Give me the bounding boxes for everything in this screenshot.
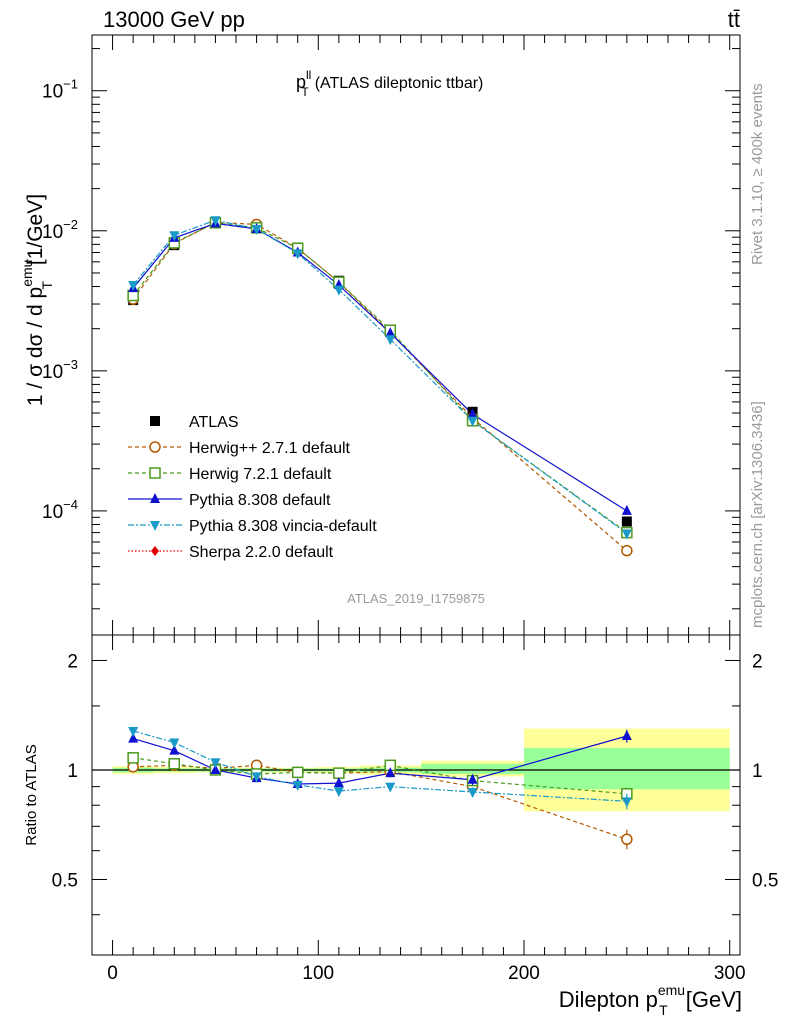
ratio-y-axis-label: Ratio to ATLAS [23, 744, 40, 845]
y-tick-label: 10−1 [42, 77, 78, 103]
ratio-point [128, 726, 139, 737]
x-axis-label: Dilepton pemu T [GeV] [559, 982, 742, 1018]
ratio-point [385, 782, 396, 793]
mc-point [169, 231, 180, 242]
legend-label: ATLAS [189, 414, 239, 431]
legend-marker [149, 467, 161, 479]
series-line [132, 222, 628, 534]
data-point [621, 516, 632, 527]
mc-point [621, 504, 632, 515]
ratio-y-tick-label: 2 [752, 651, 763, 672]
ratio-point [210, 763, 221, 774]
ratio-y-tick-label: 2 [67, 651, 78, 672]
ratio-y-tick-label: 0.5 [752, 870, 778, 891]
mc-point [621, 529, 632, 540]
legend-label: Pythia 8.308 vincia-default [189, 518, 377, 535]
legend: ATLAS Herwig++ 2.7.1 default Herwig 7.2.1 … [128, 414, 377, 561]
series-line [132, 219, 628, 534]
ratio-point [333, 777, 344, 788]
ratio-point [169, 738, 180, 749]
x-tick-label: 300 [714, 963, 746, 984]
ratio-point [333, 787, 344, 798]
legend-label: Pythia 8.308 default [189, 492, 331, 509]
ratio-y-tick-label: 0.5 [52, 870, 78, 891]
legend-marker [149, 441, 161, 453]
y-tick-label: 10−4 [42, 497, 78, 523]
ratio-point [168, 758, 181, 770]
ratio-panel: 0.5 0.5 1 1 2 2 Ratio to ATLAS [23, 634, 778, 956]
main-panel: 10−1 10−2 10−3 10−4 0 100 200 300 pll T (ATLAS di… [19, 34, 746, 984]
ratio-point [128, 732, 139, 743]
legend-marker [150, 493, 160, 503]
ratio-point [127, 752, 139, 764]
ratio-point [291, 766, 304, 779]
legend-label: Sherpa 2.2.0 default [189, 544, 334, 561]
ratio-point [385, 767, 396, 778]
legend-marker [150, 521, 160, 531]
mc-point [333, 285, 344, 296]
mc-point [467, 408, 478, 419]
ratio-point [292, 780, 303, 791]
mc-point [251, 224, 262, 235]
mc-point [467, 416, 478, 427]
ratio-point [333, 767, 345, 779]
x-tick-label: 200 [508, 963, 540, 984]
y-tick-label: 10−2 [42, 217, 78, 243]
mc-point [128, 281, 139, 292]
mcplots-citation: mcplots.cern.ch [arXiv:1306.3436] [749, 401, 766, 628]
ratio-point [621, 833, 633, 846]
mc-point [621, 544, 633, 557]
ratio-point [467, 773, 478, 784]
ratio-frame [91, 634, 741, 956]
mc-point [292, 249, 303, 260]
process-label: tt̄ [728, 7, 740, 32]
analysis-id: ATLAS_2019_I1759875 [347, 591, 485, 606]
x-tick-label: 100 [302, 963, 334, 984]
ratio-point [467, 787, 478, 798]
main-y-axis-label: 1 / σ dσ / d pemu T [1/GeV] [19, 194, 55, 406]
collision-label: 13000 GeV pp [103, 7, 245, 32]
ratio-point [169, 744, 180, 755]
rivet-version-label: Rivet 3.1.10, ≥ 400k events [749, 83, 766, 265]
ratio-y-tick-label: 1 [67, 761, 78, 782]
ratio-point [621, 797, 632, 808]
uncertainty-band-inner [524, 747, 730, 790]
plot-title: pll T (ATLAS dileptonic ttbar) [296, 68, 483, 99]
legend-marker [151, 546, 159, 556]
mc-point [210, 216, 221, 227]
ratio-y-tick-label: 1 [752, 761, 763, 782]
legend-label: Herwig 7.2.1 default [189, 466, 332, 483]
legend-marker [150, 416, 160, 426]
mc-point [385, 335, 396, 346]
mc-point [385, 327, 396, 338]
x-tick-label: 0 [107, 963, 118, 984]
uncertainty-band-inner [421, 763, 524, 774]
ratio-point [251, 772, 262, 783]
ratio-point [621, 729, 632, 740]
y-tick-label: 10−3 [42, 357, 78, 383]
legend-label: Herwig++ 2.7.1 default [189, 440, 351, 457]
ratio-point [210, 758, 221, 769]
